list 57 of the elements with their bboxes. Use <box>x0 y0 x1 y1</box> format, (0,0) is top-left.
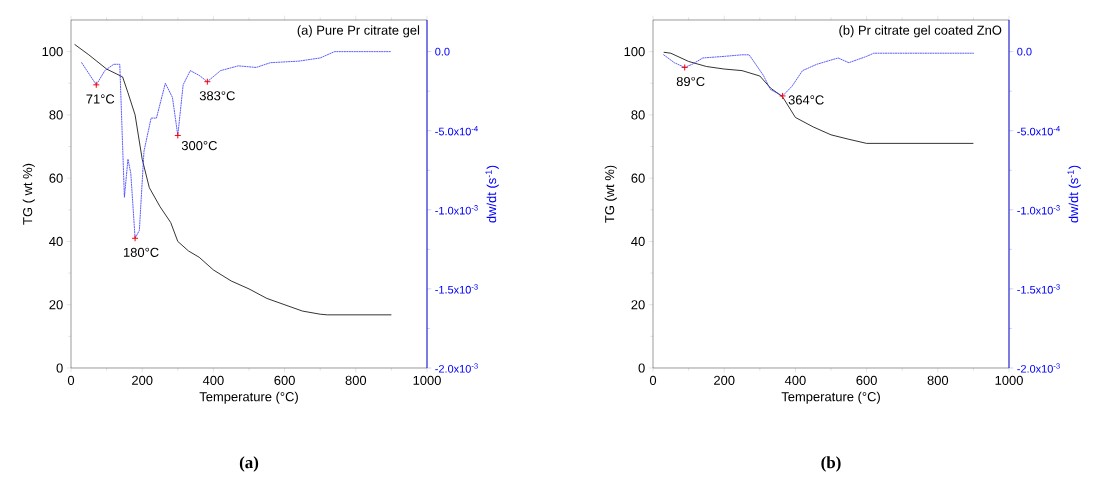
y-tick-label: 80 <box>631 110 645 120</box>
x-tick-label: 1000 <box>413 375 441 385</box>
y2-tick-label: 0.0 <box>435 47 450 56</box>
point <box>203 78 211 86</box>
chart-title: (a) Pure Pr citrate gel <box>297 25 420 38</box>
y-tick-label: 40 <box>49 236 63 247</box>
y-tick-label: 20 <box>631 300 645 310</box>
y-tick-label: 0 <box>56 363 63 373</box>
y-tick-label: 100 <box>42 47 63 57</box>
y2-tick-label: -1.0x10$^{-3}$ <box>1017 205 1060 215</box>
y-tick-label: 80 <box>49 110 63 120</box>
x-tick-label: 0 <box>649 375 657 385</box>
x-tick-label: 0 <box>67 375 75 385</box>
annotation: 300°C <box>181 140 217 151</box>
annotation: 180°C <box>123 247 159 257</box>
y2-tick-label: 0.0 <box>1017 47 1032 56</box>
y-axis-title: TG ( wt %) <box>22 163 35 225</box>
x-tick-label: 1000 <box>995 375 1023 385</box>
x-tick-label: 400 <box>202 375 224 385</box>
point <box>174 131 182 139</box>
y2-tick-label: -1.0x10$^{-3}$ <box>435 205 478 215</box>
chart-title: (b) Pr citrate gel coated ZnO <box>839 25 1002 38</box>
y-axis-title: TG (wt %) <box>604 165 617 223</box>
text: (a) <box>239 456 259 472</box>
y2-tick-label: -1.5x10$^{-3}$ <box>435 284 478 294</box>
annotation: 364°C <box>788 95 824 105</box>
x-axis-title: Temperature (°C) <box>199 391 298 404</box>
x-tick-label: 200 <box>132 375 153 385</box>
x-tick-label: 800 <box>345 375 367 385</box>
annotation: 383°C <box>199 91 235 101</box>
text: (b) <box>821 456 841 472</box>
y2-tick-label: -1.5x10$^{-3}$ <box>1017 284 1060 294</box>
y2-axis-title: dw/dt (s$^{-1}$) <box>1067 165 1081 223</box>
x-tick-label: 200 <box>714 375 735 385</box>
x-tick-label: 400 <box>784 375 806 385</box>
y-tick-label: 100 <box>624 47 645 57</box>
point <box>131 234 139 242</box>
line-series <box>81 51 392 239</box>
y-tick-label: 60 <box>631 173 645 183</box>
y-tick-label: 60 <box>49 173 63 183</box>
x-tick-label: 600 <box>856 375 877 385</box>
line-series <box>663 51 974 144</box>
line-series <box>663 52 974 97</box>
annotation: 71°C <box>86 94 115 104</box>
x-tick-label: 800 <box>927 375 949 385</box>
point <box>92 81 100 89</box>
y-tick-label: 0 <box>638 363 645 373</box>
annotation: 89°C <box>676 76 705 87</box>
y2-tick-label: -2.0x10$^{-3}$ <box>1017 363 1060 373</box>
y2-tick-label: -5.0x10$^{-4}$ <box>435 126 478 136</box>
y-tick-label: 20 <box>49 300 63 310</box>
x-axis-title: Temperature (°C) <box>781 391 880 404</box>
x-tick-label: 600 <box>274 375 295 385</box>
y-tick-label: 40 <box>631 236 645 247</box>
y2-tick-label: -2.0x10$^{-3}$ <box>435 363 478 373</box>
y2-tick-label: -5.0x10$^{-4}$ <box>1017 126 1060 136</box>
y2-axis-title: dw/dt (s$^{-1}$) <box>485 165 499 223</box>
